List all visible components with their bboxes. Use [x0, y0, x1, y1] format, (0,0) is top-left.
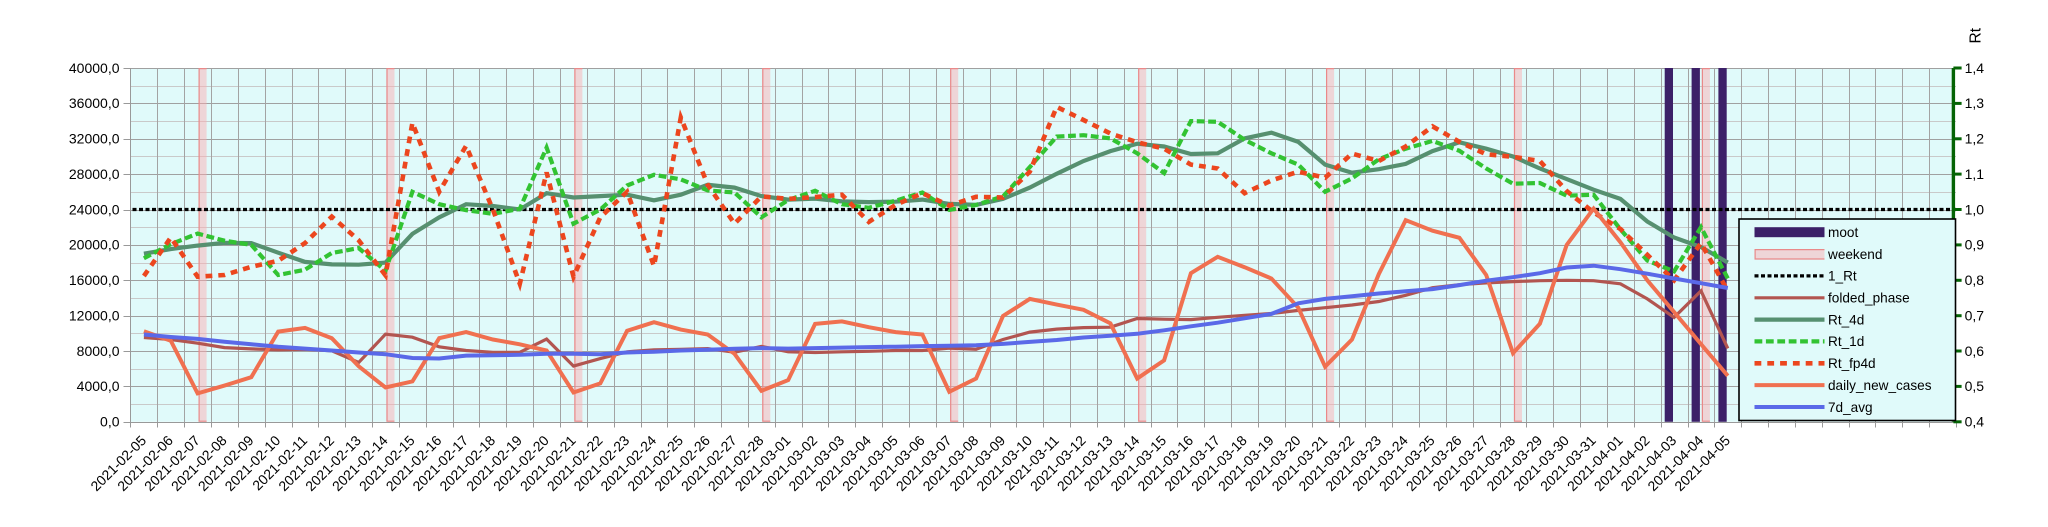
- svg-text:weekend: weekend: [1827, 247, 1882, 262]
- svg-text:0,0: 0,0: [100, 414, 120, 430]
- svg-text:0,6: 0,6: [1965, 343, 1985, 359]
- svg-text:moot: moot: [1828, 225, 1858, 240]
- svg-text:28000,0: 28000,0: [69, 166, 120, 182]
- svg-text:0,4: 0,4: [1965, 414, 1985, 430]
- svg-text:0,7: 0,7: [1965, 308, 1985, 324]
- svg-text:1,2: 1,2: [1965, 131, 1985, 147]
- svg-text:folded_phase: folded_phase: [1828, 291, 1910, 306]
- svg-text:0,9: 0,9: [1965, 237, 1985, 253]
- svg-text:12000,0: 12000,0: [69, 308, 120, 324]
- svg-text:1,3: 1,3: [1965, 95, 1985, 111]
- svg-text:Rt: Rt: [1968, 27, 1985, 43]
- svg-text:24000,0: 24000,0: [69, 201, 120, 217]
- svg-text:4000,0: 4000,0: [77, 378, 120, 394]
- svg-text:1,4: 1,4: [1965, 60, 1985, 76]
- svg-text:Rt_4d: Rt_4d: [1828, 312, 1864, 327]
- svg-text:36000,0: 36000,0: [69, 95, 120, 111]
- svg-text:1,1: 1,1: [1965, 166, 1985, 182]
- svg-text:16000,0: 16000,0: [69, 272, 120, 288]
- svg-text:Rt_1d: Rt_1d: [1828, 334, 1864, 349]
- svg-text:20000,0: 20000,0: [69, 237, 120, 253]
- svg-text:Rt_fp4d: Rt_fp4d: [1828, 356, 1876, 371]
- svg-text:8000,0: 8000,0: [77, 343, 120, 359]
- svg-text:daily_new_cases: daily_new_cases: [1828, 378, 1932, 393]
- svg-text:40000,0: 40000,0: [69, 60, 120, 76]
- svg-text:1_Rt: 1_Rt: [1828, 269, 1857, 284]
- svg-text:0,8: 0,8: [1965, 272, 1985, 288]
- svg-text:32000,0: 32000,0: [69, 131, 120, 147]
- svg-text:1,0: 1,0: [1965, 201, 1985, 217]
- svg-text:0,5: 0,5: [1965, 378, 1985, 394]
- svg-text:7d_avg: 7d_avg: [1828, 400, 1873, 415]
